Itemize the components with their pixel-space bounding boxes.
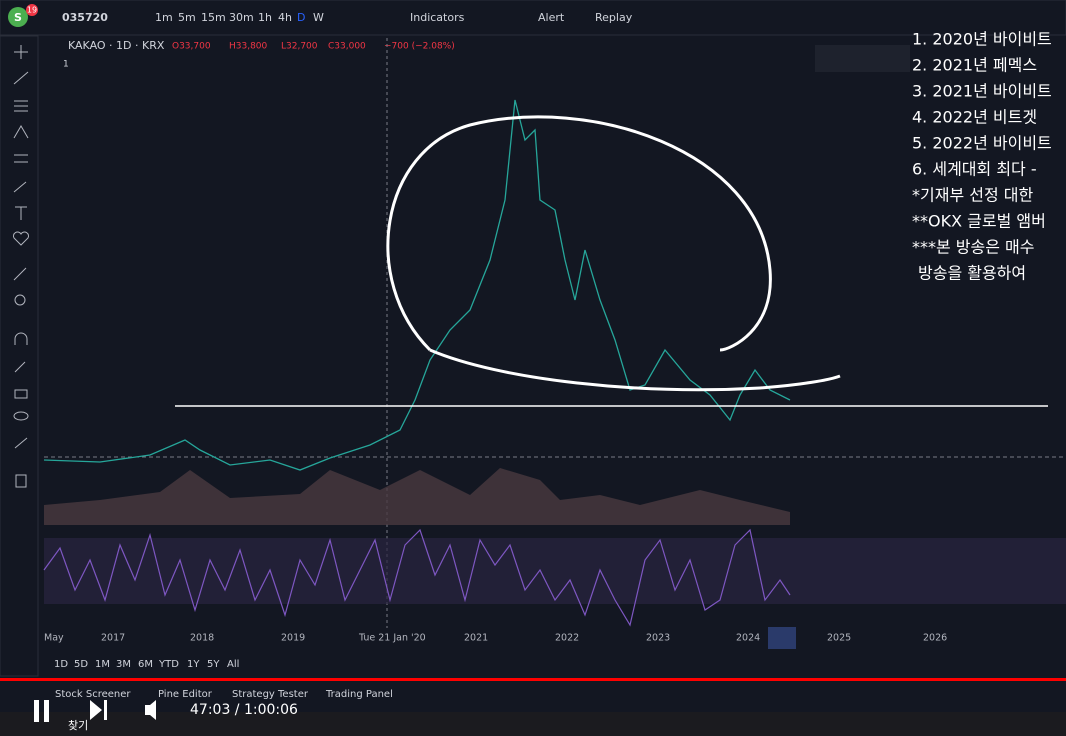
time-label: 2023 [646, 633, 670, 644]
interval[interactable]: 1m [155, 11, 173, 24]
tool-icons [13, 45, 29, 488]
range-button[interactable]: YTD [158, 659, 179, 670]
time-label: 2018 [190, 633, 214, 644]
time-label: 2019 [281, 633, 305, 644]
range-button[interactable]: 1M [95, 659, 110, 670]
interval[interactable]: D [297, 11, 305, 24]
avatar-letter: S [14, 11, 22, 24]
rsi-band [44, 538, 1066, 604]
range-button[interactable]: 3M [116, 659, 131, 670]
drawing-toolbar [815, 45, 910, 72]
volume-button[interactable] [145, 700, 156, 720]
next-button[interactable] [90, 700, 107, 720]
time-label: 2017 [101, 633, 125, 644]
time-label: 2021 [464, 633, 488, 644]
interval[interactable]: W [313, 11, 324, 24]
taskbar-search[interactable]: 찾기 [68, 719, 88, 732]
ohlc-low: L32,700 [281, 42, 318, 52]
symbol[interactable]: 035720 [62, 11, 108, 24]
volume [44, 468, 790, 525]
pane-number: 1 [63, 60, 69, 70]
overlay-line: 2. 2021년 페멕스 [912, 56, 1037, 75]
alert[interactable]: Alert [538, 11, 565, 24]
video-time: 47:03 / 1:00:06 [190, 702, 298, 718]
ohlc-close: C33,000 [328, 42, 366, 52]
interval[interactable]: 5m [178, 11, 196, 24]
interval[interactable]: 1h [258, 11, 272, 24]
time-label: 2026 [923, 633, 947, 644]
annotation-drawing [175, 115, 1048, 407]
time-label: 2025 [827, 633, 851, 644]
badge [26, 4, 38, 16]
range-button[interactable]: 1D [54, 659, 68, 670]
time-label: 2022 [555, 633, 579, 644]
time-label: Tue 21 Jan '20 [358, 633, 426, 644]
price-series [43, 99, 791, 471]
ohlc-open: O33,700 [172, 42, 211, 52]
range-button[interactable]: 6M [138, 659, 153, 670]
overlay-line: 방송을 활용하여 [918, 264, 1026, 283]
panel-tab[interactable]: Trading Panel [325, 689, 393, 700]
rsi-line [43, 528, 791, 627]
ohlc-change: −700 (−2.08%) [384, 42, 455, 52]
left-toolbar [0, 35, 39, 677]
overlay-line: *기재부 선정 대한 [912, 186, 1033, 205]
interval[interactable]: 30m [229, 11, 254, 24]
overlay-line: 1. 2020년 바이비트 [912, 30, 1052, 49]
overlay-line: 6. 세계대회 최다 - [912, 160, 1037, 179]
axis-highlight [768, 627, 796, 649]
range-button[interactable]: 5D [74, 659, 88, 670]
range-button[interactable]: All [227, 659, 239, 670]
range-button[interactable]: 5Y [207, 659, 220, 670]
progress-bar[interactable] [0, 678, 1066, 681]
range-button[interactable]: 1Y [187, 659, 200, 670]
taskbar [0, 712, 1066, 736]
interval[interactable]: 4h [278, 11, 292, 24]
overlay-line: 3. 2021년 바이비트 [912, 82, 1052, 101]
panel-tab[interactable]: Pine Editor [158, 689, 213, 700]
overlay-line: 5. 2022년 바이비트 [912, 134, 1052, 153]
badge-count: 19 [27, 6, 37, 15]
interval[interactable]: 15m [201, 11, 226, 24]
indicators[interactable]: Indicators [410, 11, 465, 24]
avatar[interactable] [8, 7, 28, 27]
overlay-line: 4. 2022년 비트겟 [912, 108, 1037, 127]
pause-button[interactable] [34, 700, 49, 722]
legend-title: KAKAO · 1D · KRX [68, 39, 165, 52]
time-label: May [44, 633, 64, 644]
time-label: 2024 [736, 633, 760, 644]
overlay-line: ***본 방송은 매수 [912, 238, 1035, 257]
panel-tab[interactable]: Stock Screener [55, 689, 131, 700]
replay[interactable]: Replay [595, 11, 633, 24]
overlay-line: **OKX 글로벌 앰버 [912, 212, 1046, 231]
panel-tab[interactable]: Strategy Tester [232, 689, 309, 700]
top-toolbar [0, 0, 1066, 36]
ohlc-high: H33,800 [229, 42, 268, 52]
